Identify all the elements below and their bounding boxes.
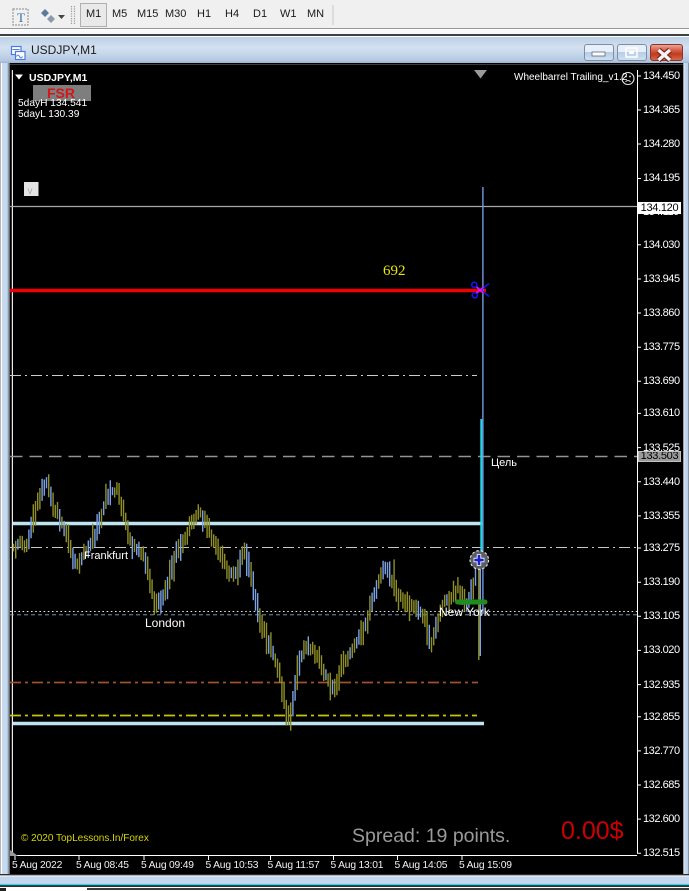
svg-text:T: T <box>17 10 25 25</box>
svg-text:v: v <box>28 186 33 197</box>
